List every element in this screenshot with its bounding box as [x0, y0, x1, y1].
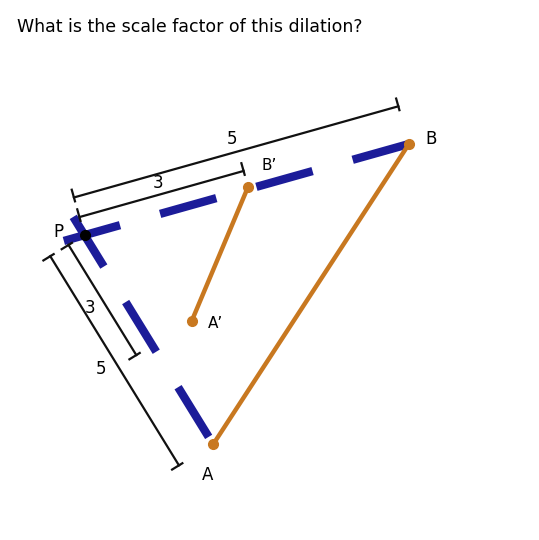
Text: A’: A’ [208, 316, 223, 331]
Text: B’: B’ [261, 158, 277, 173]
Text: 5: 5 [227, 130, 238, 148]
Text: 3: 3 [84, 299, 95, 317]
Text: What is the scale factor of this dilation?: What is the scale factor of this dilatio… [17, 18, 363, 36]
Text: B: B [425, 130, 437, 147]
Text: P: P [53, 224, 63, 241]
Text: 5: 5 [95, 360, 106, 378]
Text: A: A [202, 465, 213, 484]
Text: 3: 3 [153, 174, 164, 192]
